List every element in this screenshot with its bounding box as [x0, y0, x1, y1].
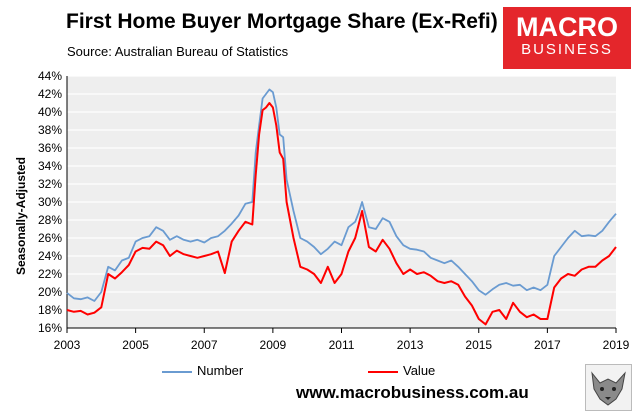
x-tick-label: 2019	[603, 338, 630, 352]
y-tick-label: 36%	[38, 141, 62, 155]
chart-source: Source: Australian Bureau of Statistics	[67, 44, 289, 59]
series-line-number	[66, 88, 617, 302]
legend-item-number: Number	[162, 363, 243, 378]
x-tick-label: 2005	[122, 338, 149, 352]
chart-title: First Home Buyer Mortgage Share (Ex-Refi…	[66, 10, 498, 33]
legend-label-number: Number	[197, 363, 244, 378]
y-tick-label: 26%	[38, 231, 62, 245]
legend-label-value: Value	[403, 363, 436, 378]
x-tick-label: 2013	[397, 338, 424, 352]
y-tick-label: 18%	[38, 303, 62, 317]
x-tick-label: 2009	[260, 338, 287, 352]
x-tick-label: 2011	[329, 338, 355, 352]
macrobusiness-logo: MACRO BUSINESS	[503, 7, 631, 69]
logo-line1: MACRO	[516, 12, 618, 42]
y-tick-label: 20%	[38, 285, 62, 299]
legend-swatch-number	[162, 370, 192, 373]
y-tick-label: 16%	[38, 321, 62, 335]
series-line-value	[66, 102, 617, 326]
y-tick-label: 24%	[38, 249, 62, 263]
x-tick-label: 2017	[534, 338, 561, 352]
y-tick-label: 22%	[38, 267, 62, 281]
legend-swatch-value	[368, 370, 398, 373]
y-tick-label: 44%	[38, 69, 62, 83]
legend-item-value: Value	[368, 363, 435, 378]
logo-line2: BUSINESS	[521, 41, 613, 58]
y-tick-label: 42%	[38, 87, 62, 101]
y-tick-label: 28%	[38, 213, 62, 227]
x-tick-label: 2003	[54, 338, 81, 352]
y-tick-label: 32%	[38, 177, 62, 191]
wolf-logo-icon	[585, 364, 632, 411]
x-tick-label: 2015	[465, 338, 492, 352]
y-tick-label: 38%	[38, 123, 62, 137]
y-tick-label: 40%	[38, 105, 62, 119]
y-tick-label: 30%	[38, 195, 62, 209]
x-tick-label: 2007	[191, 338, 218, 352]
y-tick-label: 34%	[38, 159, 62, 173]
website-url: www.macrobusiness.com.au	[296, 383, 529, 402]
